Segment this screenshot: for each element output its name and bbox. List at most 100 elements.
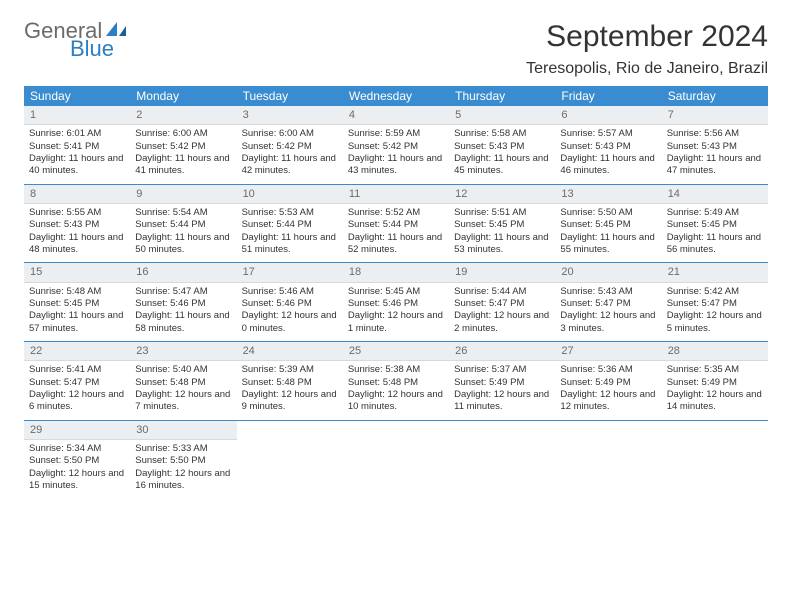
daylight-line: Daylight: 11 hours and 50 minutes. [135, 232, 231, 257]
sunrise-line: Sunrise: 5:46 AM [242, 286, 338, 298]
daylight-line: Daylight: 11 hours and 45 minutes. [454, 153, 550, 178]
day-number: 29 [24, 421, 130, 440]
sunrise-line: Sunrise: 6:01 AM [29, 128, 125, 140]
sunrise-line: Sunrise: 5:35 AM [667, 364, 763, 376]
day-number: 23 [130, 342, 236, 361]
sunrise-line: Sunrise: 5:45 AM [348, 286, 444, 298]
calendar-day-cell: 15Sunrise: 5:48 AMSunset: 5:45 PMDayligh… [24, 263, 130, 342]
sunset-line: Sunset: 5:50 PM [135, 455, 231, 467]
daylight-line: Daylight: 11 hours and 57 minutes. [29, 310, 125, 335]
sunset-line: Sunset: 5:50 PM [29, 455, 125, 467]
logo-text-blue: Blue [70, 38, 128, 60]
day-body: Sunrise: 5:42 AMSunset: 5:47 PMDaylight:… [662, 283, 768, 341]
calendar-day-cell [343, 420, 449, 498]
day-number: 22 [24, 342, 130, 361]
calendar-day-cell: 26Sunrise: 5:37 AMSunset: 5:49 PMDayligh… [449, 342, 555, 421]
calendar-day-cell: 27Sunrise: 5:36 AMSunset: 5:49 PMDayligh… [555, 342, 661, 421]
day-number: 4 [343, 106, 449, 125]
day-body: Sunrise: 5:40 AMSunset: 5:48 PMDaylight:… [130, 361, 236, 419]
sunset-line: Sunset: 5:42 PM [242, 141, 338, 153]
day-number: 5 [449, 106, 555, 125]
sunrise-line: Sunrise: 5:49 AM [667, 207, 763, 219]
daylight-line: Daylight: 12 hours and 11 minutes. [454, 389, 550, 414]
calendar-day-cell [662, 420, 768, 498]
day-body: Sunrise: 5:55 AMSunset: 5:43 PMDaylight:… [24, 204, 130, 262]
daylight-line: Daylight: 12 hours and 10 minutes. [348, 389, 444, 414]
sunset-line: Sunset: 5:42 PM [135, 141, 231, 153]
sunset-line: Sunset: 5:44 PM [242, 219, 338, 231]
sunset-line: Sunset: 5:41 PM [29, 141, 125, 153]
sunset-line: Sunset: 5:46 PM [242, 298, 338, 310]
sunrise-line: Sunrise: 5:57 AM [560, 128, 656, 140]
sunrise-line: Sunrise: 5:42 AM [667, 286, 763, 298]
day-number: 21 [662, 263, 768, 282]
sunset-line: Sunset: 5:44 PM [348, 219, 444, 231]
sunrise-line: Sunrise: 5:50 AM [560, 207, 656, 219]
calendar-day-cell: 19Sunrise: 5:44 AMSunset: 5:47 PMDayligh… [449, 263, 555, 342]
day-body: Sunrise: 5:38 AMSunset: 5:48 PMDaylight:… [343, 361, 449, 419]
day-body: Sunrise: 5:53 AMSunset: 5:44 PMDaylight:… [237, 204, 343, 262]
day-body: Sunrise: 5:44 AMSunset: 5:47 PMDaylight:… [449, 283, 555, 341]
calendar-day-cell: 13Sunrise: 5:50 AMSunset: 5:45 PMDayligh… [555, 184, 661, 263]
daylight-line: Daylight: 12 hours and 3 minutes. [560, 310, 656, 335]
daylight-line: Daylight: 11 hours and 40 minutes. [29, 153, 125, 178]
sunset-line: Sunset: 5:46 PM [348, 298, 444, 310]
day-body: Sunrise: 5:50 AMSunset: 5:45 PMDaylight:… [555, 204, 661, 262]
header: General Blue September 2024 Teresopolis,… [24, 20, 768, 78]
day-body: Sunrise: 5:56 AMSunset: 5:43 PMDaylight:… [662, 125, 768, 183]
day-number: 13 [555, 185, 661, 204]
calendar-day-cell: 14Sunrise: 5:49 AMSunset: 5:45 PMDayligh… [662, 184, 768, 263]
daylight-line: Daylight: 11 hours and 48 minutes. [29, 232, 125, 257]
daylight-line: Daylight: 11 hours and 42 minutes. [242, 153, 338, 178]
day-number: 27 [555, 342, 661, 361]
day-body: Sunrise: 6:01 AMSunset: 5:41 PMDaylight:… [24, 125, 130, 183]
day-number: 16 [130, 263, 236, 282]
sunrise-line: Sunrise: 5:43 AM [560, 286, 656, 298]
sunset-line: Sunset: 5:42 PM [348, 141, 444, 153]
day-number: 12 [449, 185, 555, 204]
calendar-week-row: 22Sunrise: 5:41 AMSunset: 5:47 PMDayligh… [24, 342, 768, 421]
sunset-line: Sunset: 5:48 PM [348, 377, 444, 389]
day-number: 30 [130, 421, 236, 440]
sunrise-line: Sunrise: 5:37 AM [454, 364, 550, 376]
day-number: 7 [662, 106, 768, 125]
calendar-day-cell: 21Sunrise: 5:42 AMSunset: 5:47 PMDayligh… [662, 263, 768, 342]
weekday-header: Friday [555, 86, 661, 106]
daylight-line: Daylight: 12 hours and 6 minutes. [29, 389, 125, 414]
daylight-line: Daylight: 11 hours and 52 minutes. [348, 232, 444, 257]
daylight-line: Daylight: 11 hours and 43 minutes. [348, 153, 444, 178]
calendar-day-cell: 29Sunrise: 5:34 AMSunset: 5:50 PMDayligh… [24, 420, 130, 498]
day-number: 11 [343, 185, 449, 204]
sunset-line: Sunset: 5:49 PM [560, 377, 656, 389]
day-number: 9 [130, 185, 236, 204]
day-number: 6 [555, 106, 661, 125]
daylight-line: Daylight: 11 hours and 46 minutes. [560, 153, 656, 178]
day-number: 1 [24, 106, 130, 125]
calendar-day-cell: 5Sunrise: 5:58 AMSunset: 5:43 PMDaylight… [449, 106, 555, 184]
daylight-line: Daylight: 11 hours and 53 minutes. [454, 232, 550, 257]
daylight-line: Daylight: 12 hours and 12 minutes. [560, 389, 656, 414]
weekday-header: Thursday [449, 86, 555, 106]
weekday-header: Sunday [24, 86, 130, 106]
day-body: Sunrise: 5:59 AMSunset: 5:42 PMDaylight:… [343, 125, 449, 183]
day-body: Sunrise: 5:52 AMSunset: 5:44 PMDaylight:… [343, 204, 449, 262]
calendar-day-cell [449, 420, 555, 498]
day-body: Sunrise: 5:58 AMSunset: 5:43 PMDaylight:… [449, 125, 555, 183]
calendar-day-cell: 22Sunrise: 5:41 AMSunset: 5:47 PMDayligh… [24, 342, 130, 421]
sunset-line: Sunset: 5:45 PM [29, 298, 125, 310]
calendar-day-cell: 12Sunrise: 5:51 AMSunset: 5:45 PMDayligh… [449, 184, 555, 263]
daylight-line: Daylight: 12 hours and 7 minutes. [135, 389, 231, 414]
daylight-line: Daylight: 12 hours and 2 minutes. [454, 310, 550, 335]
day-number: 3 [237, 106, 343, 125]
calendar-day-cell: 7Sunrise: 5:56 AMSunset: 5:43 PMDaylight… [662, 106, 768, 184]
calendar-day-cell: 30Sunrise: 5:33 AMSunset: 5:50 PMDayligh… [130, 420, 236, 498]
day-body: Sunrise: 5:39 AMSunset: 5:48 PMDaylight:… [237, 361, 343, 419]
sunset-line: Sunset: 5:45 PM [667, 219, 763, 231]
day-body: Sunrise: 5:34 AMSunset: 5:50 PMDaylight:… [24, 440, 130, 498]
calendar-day-cell: 9Sunrise: 5:54 AMSunset: 5:44 PMDaylight… [130, 184, 236, 263]
weekday-header-row: SundayMondayTuesdayWednesdayThursdayFrid… [24, 86, 768, 106]
calendar-day-cell: 17Sunrise: 5:46 AMSunset: 5:46 PMDayligh… [237, 263, 343, 342]
weekday-header: Wednesday [343, 86, 449, 106]
day-body: Sunrise: 5:57 AMSunset: 5:43 PMDaylight:… [555, 125, 661, 183]
sunrise-line: Sunrise: 5:54 AM [135, 207, 231, 219]
